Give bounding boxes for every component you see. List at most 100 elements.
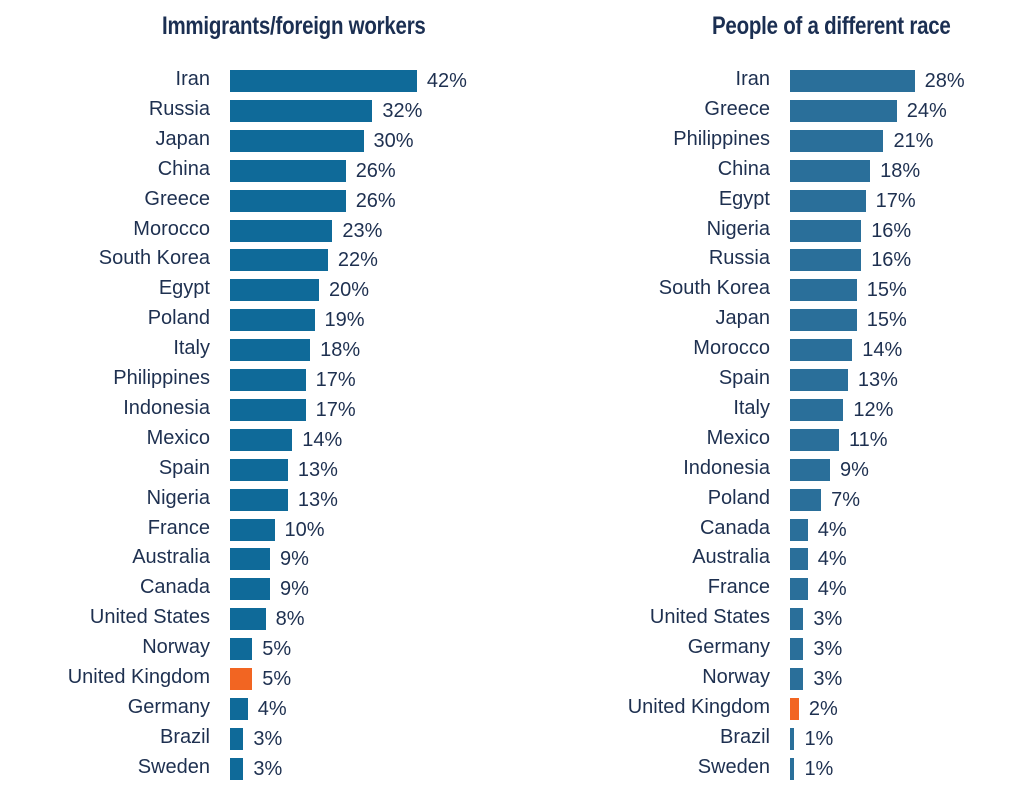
category-label: Brazil (719, 725, 770, 748)
bar (230, 428, 293, 451)
bar (790, 697, 799, 720)
category-label: Norway (142, 636, 210, 659)
category-label: Germany (127, 695, 210, 718)
value-label: 3% (813, 638, 843, 661)
value-label: 23% (342, 219, 383, 242)
value-label: 16% (871, 219, 912, 242)
bar (230, 757, 244, 780)
bar (790, 518, 808, 541)
value-label: 4% (257, 697, 287, 720)
bar (790, 488, 822, 511)
bar (230, 608, 266, 631)
bar (790, 249, 862, 272)
category-label: Greece (144, 187, 210, 210)
category-label: Australia (692, 546, 770, 569)
category-label: Brazil (159, 725, 210, 748)
value-label: 14% (862, 339, 903, 362)
bar (230, 129, 364, 152)
category-label: Spain (158, 456, 210, 479)
category-label: Italy (733, 396, 770, 419)
bar (790, 428, 839, 451)
bar (790, 548, 808, 571)
bar (230, 697, 248, 720)
value-label: 14% (302, 428, 343, 451)
value-label: 18% (880, 159, 921, 182)
bar (790, 608, 804, 631)
value-label: 26% (355, 159, 396, 182)
value-label: 28% (924, 70, 965, 92)
category-label: Indonesia (123, 396, 210, 419)
category-label: Philippines (673, 127, 770, 150)
bar (230, 369, 306, 391)
bar (790, 727, 795, 750)
bar (790, 309, 857, 332)
category-label: Russia (708, 247, 770, 270)
bar (230, 70, 417, 92)
bar (790, 458, 831, 481)
bar (230, 518, 275, 541)
value-label: 3% (253, 757, 283, 780)
value-label: 3% (813, 668, 843, 690)
value-label: 4% (817, 578, 847, 601)
value-label: 30% (373, 129, 414, 152)
value-label: 17% (315, 369, 356, 391)
bar (230, 668, 253, 690)
value-label: 26% (355, 189, 396, 212)
bar (230, 638, 253, 661)
value-label: 10% (284, 518, 325, 541)
category-label: Nigeria (706, 217, 770, 240)
category-label: United Kingdom (67, 666, 210, 688)
bar (790, 99, 897, 122)
category-label: Japan (155, 127, 211, 150)
value-label: 8% (275, 608, 305, 631)
category-label: Poland (147, 307, 210, 330)
value-label: 15% (866, 279, 907, 302)
value-label: 4% (817, 548, 847, 571)
value-label: 12% (853, 398, 894, 421)
bar (790, 279, 857, 302)
bar (230, 189, 346, 212)
bar (230, 458, 288, 481)
right-chart-title: People of a different race (712, 12, 951, 40)
category-label: Russia (148, 97, 210, 120)
value-label: 13% (857, 369, 898, 391)
bar (790, 668, 804, 690)
bar (790, 189, 866, 212)
value-label: 22% (337, 249, 378, 272)
category-label: Canada (139, 576, 210, 599)
category-label: Nigeria (146, 486, 210, 509)
bar (790, 757, 795, 780)
bar (230, 159, 346, 182)
category-label: South Korea (658, 277, 770, 300)
category-label: Sweden (137, 755, 210, 778)
bar (230, 578, 271, 601)
category-label: Spain (718, 367, 770, 389)
bar (230, 219, 333, 242)
category-label: Mexico (146, 426, 210, 449)
category-label: Canada (699, 516, 770, 539)
value-label: 11% (848, 428, 888, 451)
category-label: China (717, 157, 770, 180)
bar (230, 488, 288, 511)
value-label: 1% (804, 757, 834, 780)
category-label: France (707, 576, 770, 599)
category-label: Egypt (718, 187, 770, 210)
category-label: Philippines (113, 367, 210, 389)
bar (790, 129, 884, 152)
category-label: Morocco (133, 217, 210, 240)
value-label: 1% (804, 727, 834, 750)
category-label: Japan (715, 307, 771, 330)
value-label: 13% (297, 488, 338, 511)
bar (230, 398, 306, 421)
category-label: Sweden (697, 755, 770, 778)
category-label: Egypt (158, 277, 210, 300)
category-label: China (157, 157, 210, 180)
value-label: 16% (871, 249, 912, 272)
value-label: 9% (280, 578, 309, 601)
category-label: Greece (704, 97, 770, 120)
bar (230, 99, 373, 122)
category-label: Poland (707, 486, 770, 509)
value-label: 17% (315, 398, 356, 421)
category-label: United States (89, 606, 210, 629)
